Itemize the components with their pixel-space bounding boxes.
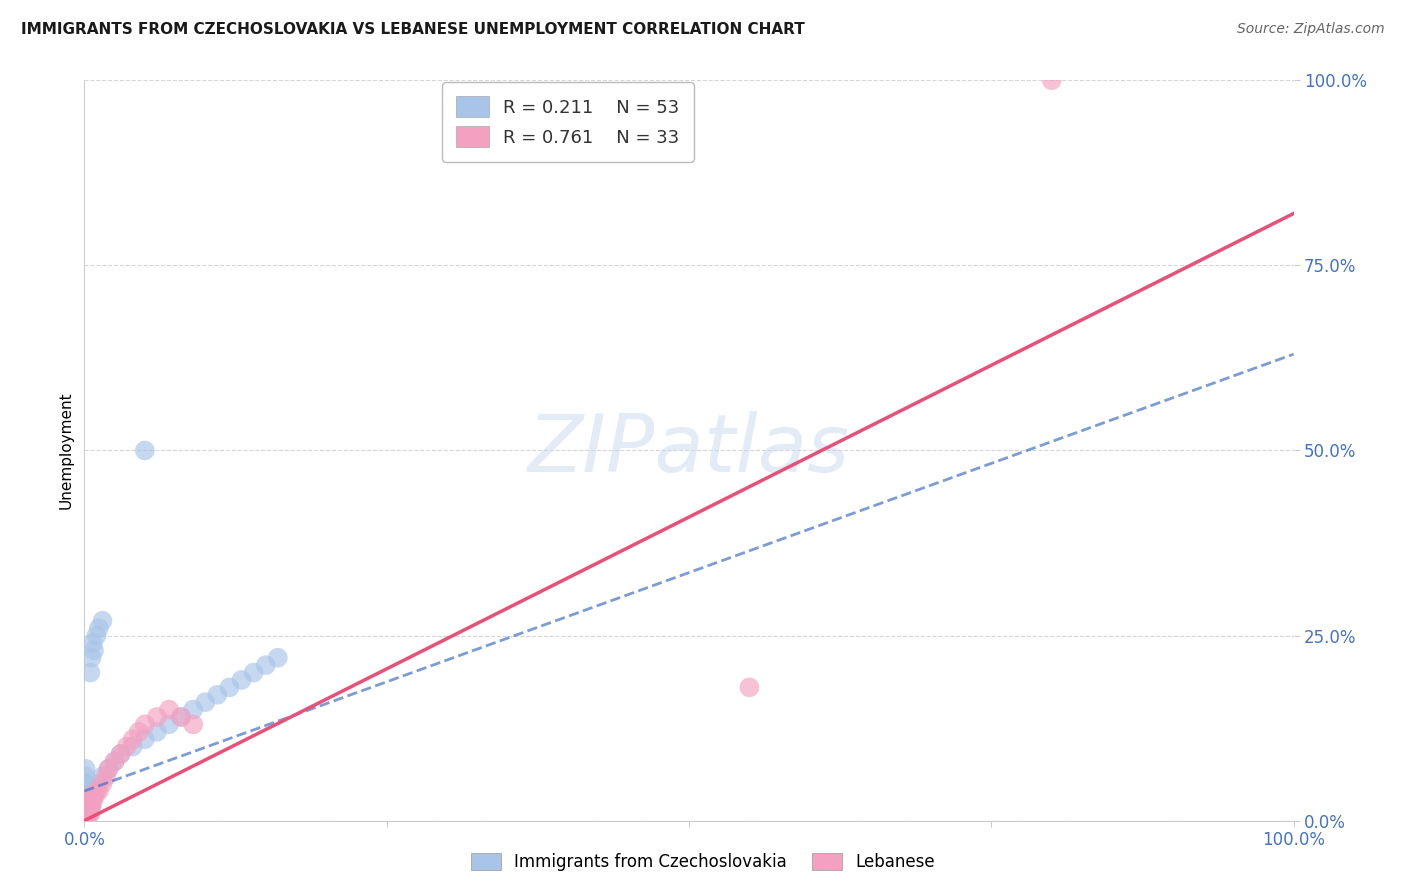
Point: [86, 628, 108, 642]
Point: [83, 791, 105, 805]
Point: [75, 810, 97, 824]
Point: [77, 798, 100, 813]
Point: [110, 747, 132, 761]
Point: [128, 724, 150, 739]
Point: [77, 806, 100, 821]
Point: [77, 791, 100, 805]
Point: [207, 688, 229, 702]
Point: [110, 747, 132, 761]
Point: [87, 776, 110, 791]
Point: [77, 798, 100, 813]
Point: [79, 806, 101, 821]
Point: [87, 784, 110, 798]
Point: [254, 658, 277, 673]
Point: [218, 681, 240, 695]
Point: [75, 784, 97, 798]
Point: [79, 665, 101, 680]
Point: [77, 806, 100, 821]
Point: [77, 791, 100, 805]
Point: [75, 798, 97, 813]
Point: [91, 776, 114, 791]
Point: [77, 798, 100, 813]
Point: [75, 810, 97, 824]
Text: Source: ZipAtlas.com: Source: ZipAtlas.com: [1237, 22, 1385, 37]
Point: [86, 784, 108, 798]
Point: [75, 806, 97, 821]
Point: [134, 717, 156, 731]
Point: [76, 798, 98, 813]
Point: [76, 798, 98, 813]
Point: [83, 643, 105, 657]
Point: [75, 798, 97, 813]
Point: [79, 806, 101, 821]
Point: [94, 769, 117, 783]
Point: [134, 732, 156, 747]
Point: [115, 739, 138, 754]
Point: [75, 769, 97, 783]
Text: ZIPatlas: ZIPatlas: [527, 411, 851, 490]
Point: [76, 784, 98, 798]
Point: [97, 762, 120, 776]
Point: [80, 798, 103, 813]
Point: [87, 621, 110, 635]
Point: [75, 791, 97, 805]
Point: [80, 791, 103, 805]
Point: [231, 673, 253, 687]
Legend: R = 0.211    N = 53, R = 0.761    N = 33: R = 0.211 N = 53, R = 0.761 N = 33: [441, 82, 695, 161]
Point: [104, 755, 127, 769]
Point: [194, 695, 217, 709]
Point: [75, 776, 97, 791]
Point: [75, 810, 97, 824]
Point: [121, 732, 143, 747]
Point: [82, 636, 104, 650]
Point: [146, 710, 169, 724]
Point: [76, 806, 98, 821]
Point: [91, 614, 114, 628]
Point: [75, 791, 97, 805]
Point: [77, 784, 100, 798]
Point: [738, 681, 761, 695]
Point: [76, 810, 98, 824]
Point: [267, 650, 290, 665]
Point: [104, 755, 127, 769]
Point: [80, 798, 103, 813]
Point: [146, 724, 169, 739]
Point: [76, 806, 98, 821]
Point: [82, 791, 104, 805]
Legend: Immigrants from Czechoslovakia, Lebanese: Immigrants from Czechoslovakia, Lebanese: [463, 845, 943, 880]
Point: [1040, 73, 1063, 87]
Point: [83, 784, 105, 798]
Y-axis label: Unemployment: Unemployment: [58, 392, 73, 509]
Point: [170, 710, 193, 724]
Point: [75, 806, 97, 821]
Point: [79, 798, 101, 813]
Point: [181, 703, 204, 717]
Point: [181, 717, 204, 731]
Point: [76, 791, 98, 805]
Point: [79, 798, 101, 813]
Point: [242, 665, 264, 680]
Text: IMMIGRANTS FROM CZECHOSLOVAKIA VS LEBANESE UNEMPLOYMENT CORRELATION CHART: IMMIGRANTS FROM CZECHOSLOVAKIA VS LEBANE…: [21, 22, 804, 37]
Point: [157, 703, 180, 717]
Point: [82, 791, 104, 805]
Point: [157, 717, 180, 731]
Point: [134, 443, 156, 458]
Point: [91, 769, 114, 783]
Point: [97, 762, 120, 776]
Point: [121, 739, 143, 754]
Point: [76, 810, 98, 824]
Point: [170, 710, 193, 724]
Point: [75, 762, 97, 776]
Point: [76, 776, 98, 791]
Point: [77, 798, 100, 813]
Point: [80, 650, 103, 665]
Point: [86, 784, 108, 798]
